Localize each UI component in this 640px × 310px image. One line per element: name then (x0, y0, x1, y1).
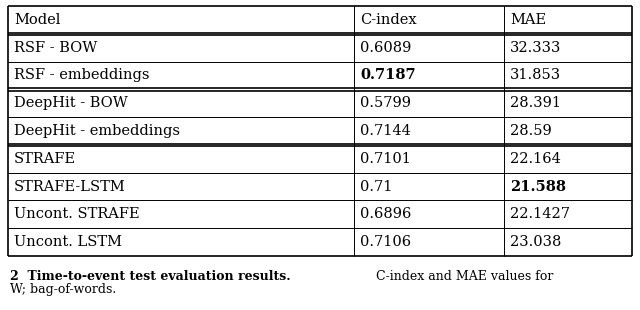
Text: DeepHit - BOW: DeepHit - BOW (14, 96, 128, 110)
Text: 0.7187: 0.7187 (360, 69, 416, 82)
Text: Uncont. STRAFE: Uncont. STRAFE (14, 207, 140, 221)
Text: 0.6896: 0.6896 (360, 207, 412, 221)
Text: STRAFE-LSTM: STRAFE-LSTM (14, 179, 125, 193)
Text: Model: Model (14, 13, 60, 27)
Text: 0.7101: 0.7101 (360, 152, 411, 166)
Text: 28.59: 28.59 (510, 124, 552, 138)
Text: 22.1427: 22.1427 (510, 207, 570, 221)
Text: 28.391: 28.391 (510, 96, 561, 110)
Text: C-index: C-index (360, 13, 417, 27)
Text: STRAFE: STRAFE (14, 152, 76, 166)
Text: 0.71: 0.71 (360, 179, 393, 193)
Text: 0.7106: 0.7106 (360, 235, 412, 249)
Text: C-index and MAE values for: C-index and MAE values for (372, 270, 554, 283)
Text: MAE: MAE (510, 13, 546, 27)
Text: 31.853: 31.853 (510, 69, 561, 82)
Text: 21.588: 21.588 (510, 179, 566, 193)
Text: 0.6089: 0.6089 (360, 41, 412, 55)
Text: W; bag-of-words.: W; bag-of-words. (10, 283, 116, 296)
Text: 0.5799: 0.5799 (360, 96, 412, 110)
Text: RSF - embeddings: RSF - embeddings (14, 69, 150, 82)
Text: 2  Time-to-event test evaluation results.: 2 Time-to-event test evaluation results. (10, 270, 291, 283)
Text: DeepHit - embeddings: DeepHit - embeddings (14, 124, 180, 138)
Text: RSF - BOW: RSF - BOW (14, 41, 97, 55)
Text: 22.164: 22.164 (510, 152, 561, 166)
Text: 32.333: 32.333 (510, 41, 561, 55)
Text: 23.038: 23.038 (510, 235, 561, 249)
Text: Uncont. LSTM: Uncont. LSTM (14, 235, 122, 249)
Text: 0.7144: 0.7144 (360, 124, 411, 138)
